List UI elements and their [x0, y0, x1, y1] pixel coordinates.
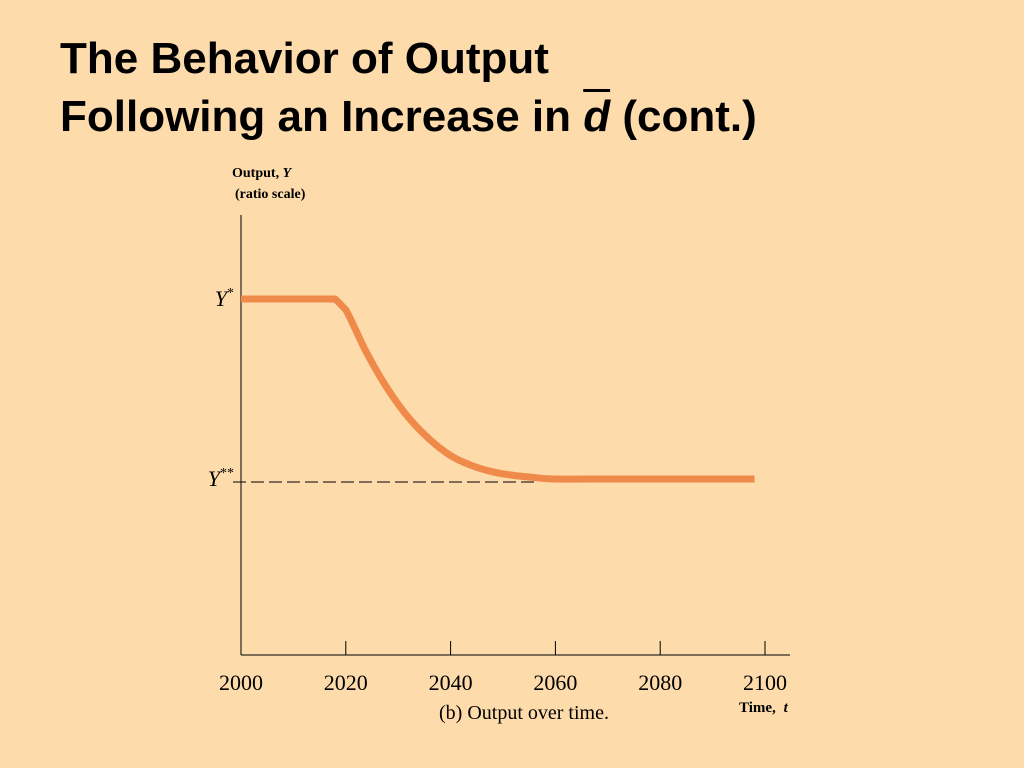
y-axis-subtitle: (ratio scale) — [235, 187, 306, 202]
title-line-1: The Behavior of Output — [60, 34, 549, 83]
x-axis-title: Time, t — [739, 700, 789, 716]
x-tick-label: 2100 — [743, 670, 787, 695]
title-line-2-prefix: Following an Increase in — [60, 92, 584, 141]
x-axis-title-var: t — [784, 700, 789, 716]
x-axis-title-text: Time, — [739, 700, 780, 716]
y-axis-title-var: Y — [283, 166, 293, 181]
y-axis-title: Output, Y — [232, 166, 293, 181]
x-tick-label: 2000 — [219, 670, 263, 695]
title-variable-d-bar: d — [583, 92, 611, 141]
slide-title: The Behavior of Output Following an Incr… — [60, 30, 757, 146]
y-star-label: Y* — [215, 286, 234, 311]
x-tick-label: 2080 — [638, 670, 682, 695]
x-tick-label: 2060 — [533, 670, 577, 695]
y-star-star-label: Y** — [208, 466, 234, 491]
x-tick-label: 2040 — [429, 670, 473, 695]
chart-caption: (b) Output over time. — [439, 702, 609, 724]
y-axis-title-text: Output, — [232, 166, 283, 181]
title-line-2-suffix: (cont.) — [610, 92, 757, 141]
x-ticks: 2000 2020 2040 2060 2080 2100 — [219, 641, 787, 695]
output-series-line — [241, 295, 755, 483]
x-tick-label: 2020 — [324, 670, 368, 695]
title-line-2: Following an Increase in d (cont.) — [60, 88, 757, 146]
y-level-labels: Y* Y** — [208, 286, 234, 491]
